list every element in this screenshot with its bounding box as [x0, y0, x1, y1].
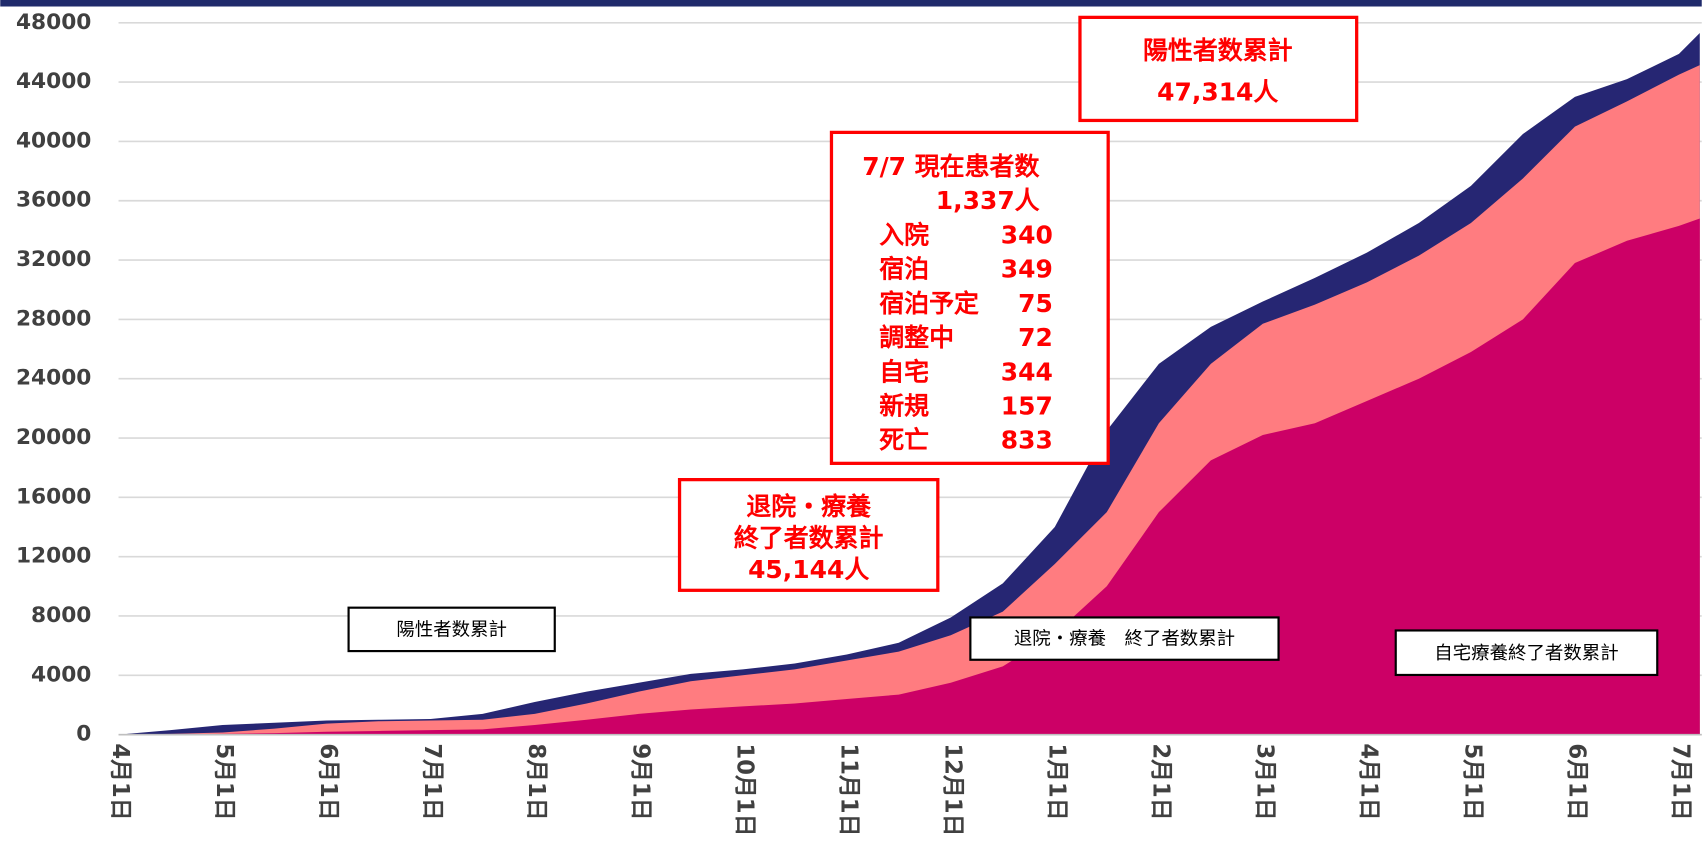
x-tick-label: 9月1日	[627, 743, 653, 820]
annotation-text: 47,314人	[1157, 77, 1278, 106]
annotation-text: 新規	[879, 391, 929, 420]
y-tick-label: 4000	[31, 662, 91, 687]
annotation-text: 1,337人	[936, 186, 1040, 215]
annotation-text: 宿泊	[879, 255, 929, 284]
annotation-text: 349	[1001, 255, 1053, 284]
top-band	[0, 0, 1702, 7]
y-tick-label: 20000	[16, 425, 91, 450]
annotation-text: 344	[1001, 357, 1053, 386]
legend-box	[347, 606, 556, 653]
y-tick-label: 44000	[16, 69, 91, 94]
y-tick-label: 12000	[16, 544, 91, 569]
x-tick-label: 4月1日	[107, 743, 133, 820]
legend-label: 退院・療養 終了者数累計	[1014, 629, 1235, 650]
annotation-text: 陽性者数累計	[1143, 36, 1293, 65]
legend-label: 自宅療養終了者数累計	[1434, 643, 1618, 664]
legend-box	[1394, 629, 1659, 677]
annotation-text: 退院・療養	[746, 492, 871, 521]
y-tick-label: 8000	[31, 603, 91, 628]
y-tick-label: 48000	[16, 10, 91, 35]
legend-box	[969, 616, 1280, 661]
x-tick-label: 6月1日	[315, 743, 341, 820]
y-tick-label: 40000	[16, 128, 91, 153]
annotation-text: 終了者数累計	[734, 523, 884, 552]
annotation-box	[829, 130, 1110, 465]
x-tick-label: 1月1日	[1043, 743, 1069, 820]
annotation-text: 833	[1001, 426, 1053, 455]
annotation-text: 宿泊予定	[879, 289, 979, 318]
annotation-box	[1078, 15, 1359, 123]
y-tick-label: 0	[76, 722, 91, 747]
x-tick-label: 7月1日	[1668, 743, 1694, 820]
annotation-text: 死亡	[879, 426, 929, 455]
y-tick-label: 28000	[16, 306, 91, 331]
annotation-text: 72	[1018, 323, 1053, 352]
annotation-text: 調整中	[879, 323, 954, 352]
x-tick-label: 12月1日	[939, 743, 965, 836]
x-tick-label: 6月1日	[1564, 743, 1590, 820]
x-tick-label: 3月1日	[1251, 743, 1277, 820]
x-tick-label: 10月1日	[731, 743, 757, 836]
annotation-box	[677, 478, 940, 592]
x-tick-label: 8月1日	[523, 743, 549, 820]
y-tick-label: 24000	[16, 366, 91, 391]
area	[118, 218, 1700, 735]
x-tick-label: 5月1日	[1459, 743, 1485, 820]
annotation-text: 75	[1018, 289, 1053, 318]
x-tick-label: 2月1日	[1147, 743, 1173, 820]
y-tick-label: 36000	[16, 188, 91, 213]
x-tick-label: 4月1日	[1355, 743, 1381, 820]
y-tick-label: 32000	[16, 247, 91, 272]
annotation-text: 157	[1001, 391, 1053, 420]
x-tick-label: 7月1日	[419, 743, 445, 820]
annotation-text: 7/7 現在患者数	[862, 152, 1040, 181]
legend-label: 陽性者数累計	[396, 619, 507, 640]
x-tick-label: 11月1日	[835, 743, 861, 836]
annotation-text: 340	[1001, 221, 1053, 250]
annotation-text: 自宅	[879, 357, 929, 386]
annotation-text: 45,144人	[748, 555, 869, 584]
annotation-text: 入院	[879, 221, 929, 250]
y-tick-label: 16000	[16, 484, 91, 509]
x-tick-label: 5月1日	[211, 743, 237, 820]
